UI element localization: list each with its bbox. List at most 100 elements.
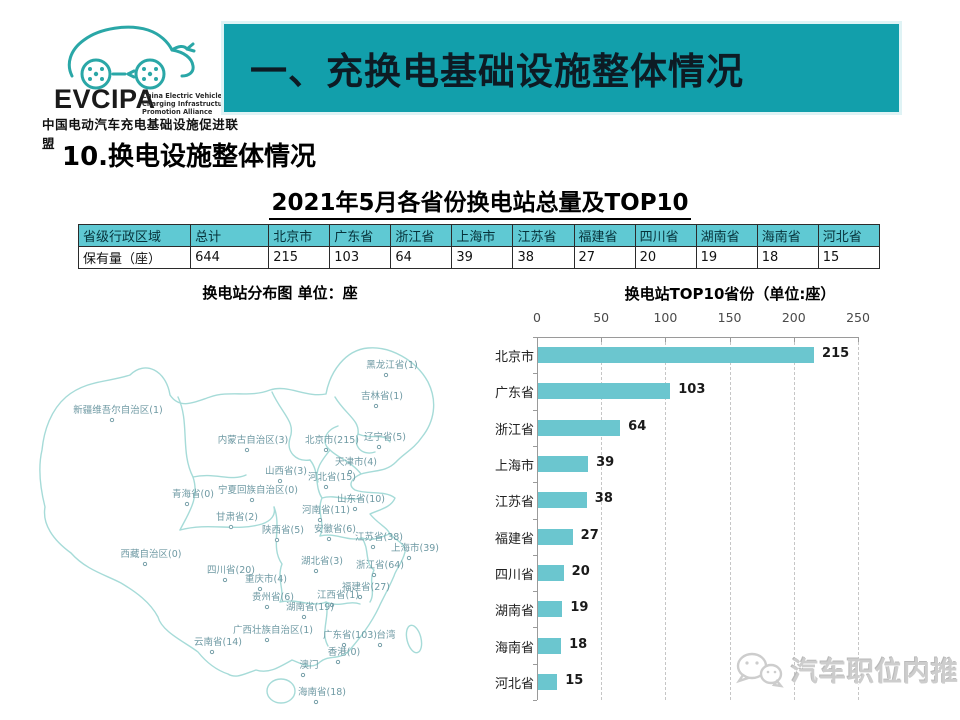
map-province-dot (317, 517, 323, 523)
table-header-cell: 江苏省 (512, 224, 575, 247)
map-province-dot (142, 561, 148, 567)
gridline (665, 337, 667, 700)
y-axis-tick (533, 445, 537, 447)
x-axis-tick-label: 100 (653, 310, 678, 325)
bar-category-label: 浙江省 (494, 422, 534, 438)
logo-subtitle-line: Charging Infrastructure (142, 100, 231, 108)
map-province-dot (228, 524, 234, 530)
logo-brand-text: EVCIPA (54, 84, 156, 114)
table-header-cell: 省级行政区域 (77, 224, 192, 247)
map-province-label: 西藏自治区(0) (121, 548, 182, 560)
map-province-dot (352, 506, 358, 512)
map-province-label: 江苏省(38) (355, 531, 403, 543)
map-province-dot (341, 642, 347, 648)
map-province-label: 天津市(4) (335, 456, 377, 468)
bar-category-label: 江苏省 (494, 495, 534, 511)
map-province-dot (257, 586, 263, 592)
table-cell: 103 (329, 246, 392, 269)
bar-value-label: 20 (571, 563, 590, 579)
table-header-cell: 福建省 (573, 224, 636, 247)
map-province-dot (326, 536, 332, 542)
y-axis-tick (533, 373, 537, 375)
y-axis-tick (533, 554, 537, 556)
bar (538, 347, 815, 364)
bar-value-label: 64 (628, 418, 647, 434)
map-province-dot (244, 447, 250, 453)
map-province-label: 青海省(0) (172, 488, 214, 500)
map-province-label: 宁夏回族自治区(0) (218, 484, 298, 496)
y-axis-tick (533, 627, 537, 629)
x-axis-tick-label: 150 (717, 310, 742, 325)
map-province-label: 云南省(14) (194, 636, 242, 648)
map-province-label: 台湾 (376, 629, 396, 641)
map-province-label: 陕西省(5) (262, 524, 304, 536)
bar-category-label: 福建省 (494, 531, 534, 547)
logo-subtitle-line: China Electric Vehicle (142, 92, 223, 100)
top10-bar-chart: 0 50 100 150 200 250 北京市 215 广东省 103 浙江省 64 上海市 39 江苏省… (480, 310, 950, 710)
map-province-label: 湖南省(19) (286, 601, 334, 613)
map-province-dot (313, 568, 319, 574)
x-axis-tick-label: 0 (533, 310, 541, 325)
map-province-dot (249, 497, 255, 503)
map-province-dot (184, 501, 190, 507)
province-stations-table: 省级行政区域 总计 北京市 广东省 浙江省 上海市 江苏省 福建省 四川省 湖南省 海南省 河北省 保… (77, 224, 881, 269)
bar-category-label: 上海市 (494, 459, 534, 475)
table-row: 保有量（座） 644 215 103 64 39 38 27 20 19 18 15 (77, 246, 881, 269)
china-map-svg: 黑龙江省(1) 吉林省(1) 辽宁省(5) 内蒙古自治区(3) 北京市(215) 天津市(… (39, 347, 439, 705)
x-axis-tick-label: 50 (593, 310, 610, 325)
y-axis-tick (533, 700, 537, 701)
watermark-text: 汽车职位内推 (791, 656, 959, 688)
bar-value-label: 39 (596, 455, 615, 471)
map-province-dot (383, 372, 389, 378)
map-province-label: 江西省(1) (317, 589, 359, 601)
map-province-dot (406, 555, 412, 561)
gridline (601, 337, 603, 700)
bar (538, 419, 621, 436)
map-province-dot (377, 642, 383, 648)
ev-car-icon (67, 25, 196, 90)
bar-category-label: 广东省 (494, 386, 534, 402)
logo-caption: 中国电动汽车充电基础设施促进联盟 (42, 117, 239, 151)
map-province-dot (357, 594, 363, 600)
map-province-dot (264, 604, 270, 610)
chart-title: 换电站TOP10省份（单位:座） (624, 285, 836, 303)
map-province-label: 澳门 (299, 659, 318, 671)
map-province-label: 河北省(15) (308, 471, 356, 483)
table-header-cell: 海南省 (756, 224, 819, 247)
map-province-label: 内蒙古自治区(3) (218, 434, 288, 446)
map-province-label: 海南省(18) (298, 686, 346, 698)
watermark: 汽车职位内推 (733, 648, 959, 690)
gridline (729, 337, 731, 700)
map-province-dot (277, 478, 283, 484)
map-province-label: 山西省(3) (265, 465, 307, 477)
bar (538, 528, 573, 545)
gridline (858, 337, 859, 700)
map-province-label: 辽宁省(5) (364, 431, 406, 443)
wechat-icon (736, 652, 784, 688)
bar (538, 637, 562, 654)
table-cell: 18 (756, 246, 819, 269)
map-province-label: 贵州省(6) (252, 591, 294, 603)
bar-value-label: 103 (678, 382, 706, 398)
map-province-dot (209, 649, 215, 655)
map-province-label: 河南省(11) (302, 504, 350, 516)
table-cell: 保有量（座） (77, 246, 192, 269)
logo-subtitle: China Electric Vehicle Charging Infrastr… (142, 92, 230, 116)
bar (538, 492, 587, 509)
x-axis-tick (729, 337, 731, 342)
x-axis-tick (665, 337, 667, 342)
map-province-label: 黑龙江省(1) (366, 359, 417, 371)
map-province-label: 香港(0) (328, 646, 360, 658)
map-province-dot (323, 447, 329, 453)
bar (538, 564, 564, 581)
logo-subtitle-line: Promotion Alliance (142, 108, 213, 116)
y-axis-tick (533, 591, 537, 593)
table-header-cell: 四川省 (634, 224, 697, 247)
table-title: 2021年5月各省份换电站总量及TOP10 (269, 183, 691, 220)
table-cell: 644 (190, 246, 270, 269)
y-axis-line (537, 337, 538, 700)
bar-value-label: 18 (569, 636, 588, 652)
map-province-dot (347, 469, 353, 475)
map-province-label: 湖北省(3) (301, 555, 343, 567)
bar-category-label: 四川省 (494, 567, 534, 583)
